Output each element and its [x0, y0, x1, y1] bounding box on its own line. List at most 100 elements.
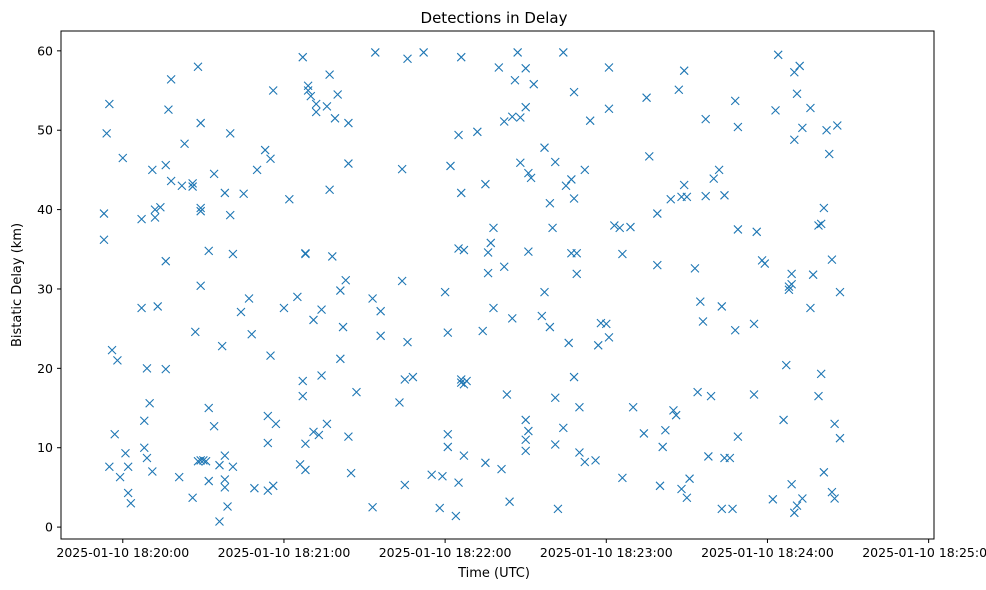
data-point-marker: [220, 483, 230, 492]
data-point-marker: [306, 91, 316, 101]
data-point-marker: [787, 269, 797, 279]
data-point-marker: [690, 263, 700, 273]
data-point-marker: [368, 294, 377, 303]
data-point-marker: [499, 262, 509, 272]
data-point-marker: [494, 63, 504, 72]
data-point-marker: [190, 327, 200, 337]
data-point-marker: [572, 269, 582, 279]
data-point-marker: [419, 48, 429, 57]
data-point-marker: [209, 421, 219, 431]
data-point-marker: [228, 462, 238, 472]
data-point-marker: [252, 165, 262, 175]
data-point-marker: [459, 245, 469, 255]
data-point-marker: [660, 425, 670, 435]
data-point-marker: [483, 248, 493, 257]
data-point-marker: [521, 63, 531, 73]
data-point-marker: [537, 311, 547, 321]
data-point-marker: [225, 129, 235, 138]
data-point-marker: [456, 375, 466, 384]
data-point-marker: [298, 52, 308, 62]
data-point-marker: [524, 168, 533, 178]
data-point-marker: [298, 376, 308, 386]
data-point-marker: [266, 351, 275, 361]
x-tick-label: 2025-01-10 18:21:00: [218, 545, 351, 560]
data-point-marker: [795, 61, 805, 71]
data-point-marker: [352, 387, 361, 397]
data-point-marker: [827, 487, 837, 497]
data-point-marker: [370, 48, 380, 57]
data-point-marker: [572, 248, 582, 258]
y-axis-ticks: 0 10 20 30 40 50 60: [37, 43, 61, 535]
data-point-marker: [679, 180, 689, 190]
data-point-marker: [99, 209, 109, 218]
data-point-marker: [814, 391, 823, 401]
data-point-marker: [196, 206, 206, 216]
data-point-marker: [440, 287, 450, 297]
x-tick-label: 2025-01-10 18:25:00: [862, 545, 986, 560]
data-point-marker: [263, 411, 273, 421]
data-point-marker: [301, 439, 310, 449]
data-point-marker: [591, 456, 600, 465]
data-point-marker: [201, 456, 211, 466]
data-points: [99, 48, 845, 526]
data-point-marker: [569, 87, 579, 97]
data-point-marker: [698, 317, 708, 326]
data-point-marker: [575, 448, 584, 457]
data-point-marker: [215, 460, 224, 470]
data-point-marker: [451, 511, 461, 521]
data-point-marker: [435, 503, 445, 513]
data-point-marker: [787, 279, 797, 289]
data-point-marker: [502, 390, 512, 399]
data-point-marker: [155, 202, 165, 212]
data-point-marker: [150, 205, 160, 214]
data-point-marker: [99, 235, 109, 245]
data-point-marker: [443, 442, 453, 452]
data-point-marker: [564, 338, 574, 348]
data-point-marker: [188, 493, 198, 503]
y-tick-label: 0: [45, 520, 53, 535]
data-point-marker: [693, 387, 703, 397]
data-point-marker: [749, 319, 759, 329]
data-point-marker: [819, 203, 829, 213]
data-point-marker: [569, 194, 579, 203]
data-point-marker: [314, 430, 324, 440]
data-point-marker: [397, 164, 407, 174]
plot-area-frame: [60, 30, 935, 540]
data-point-marker: [166, 176, 176, 186]
data-point-marker: [489, 303, 498, 313]
data-point-marker: [550, 440, 560, 449]
data-point-marker: [593, 340, 603, 350]
data-point-marker: [279, 303, 289, 313]
data-point-marker: [193, 62, 203, 72]
data-point-marker: [521, 435, 531, 445]
data-point-marker: [548, 223, 557, 233]
data-point-marker: [604, 332, 614, 342]
data-point-marker: [239, 189, 249, 199]
data-point-marker: [835, 287, 845, 297]
data-point-marker: [317, 371, 326, 380]
data-point-marker: [671, 410, 681, 420]
data-point-marker: [550, 157, 560, 167]
x-axis-ticks: 2025-01-10 18:20:00 2025-01-10 18:21:00 20…: [56, 539, 986, 560]
data-point-marker: [113, 356, 122, 365]
data-point-marker: [217, 341, 227, 351]
data-point-marker: [244, 294, 254, 303]
data-point-marker: [104, 462, 114, 472]
data-point-marker: [443, 328, 453, 338]
data-point-marker: [196, 118, 206, 128]
data-point-marker: [102, 129, 112, 138]
data-point-marker: [260, 145, 270, 155]
data-point-marker: [797, 123, 807, 133]
data-point-marker: [153, 302, 163, 311]
data-point-marker: [618, 249, 627, 259]
data-point-marker: [376, 306, 386, 316]
data-point-marker: [228, 249, 238, 259]
data-point-marker: [652, 209, 662, 218]
data-point-marker: [580, 165, 590, 175]
data-point-marker: [830, 419, 840, 429]
data-point-marker: [824, 149, 834, 159]
data-point-marker: [550, 393, 560, 403]
data-point-marker: [204, 246, 214, 256]
data-point-marker: [733, 432, 743, 441]
data-point-marker: [575, 402, 584, 412]
